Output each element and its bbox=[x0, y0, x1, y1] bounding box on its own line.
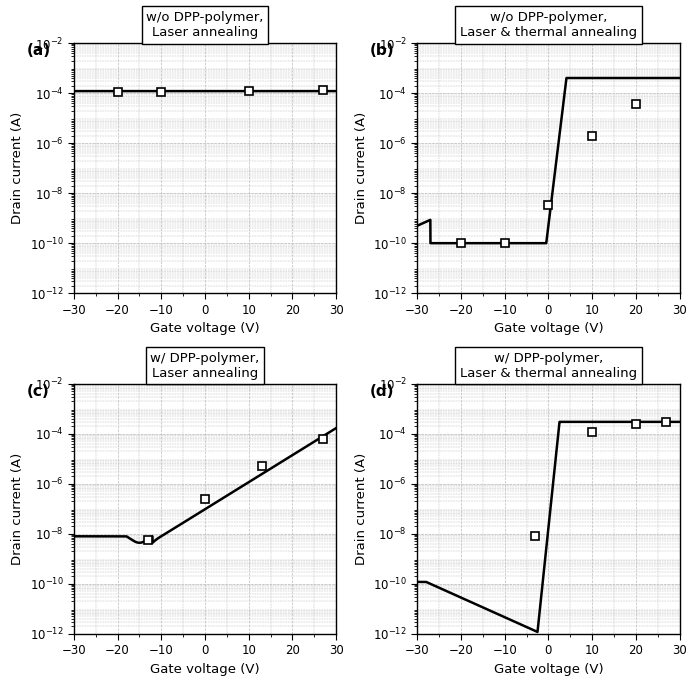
Text: (d): (d) bbox=[370, 384, 394, 398]
Y-axis label: Drain current (A): Drain current (A) bbox=[355, 453, 368, 565]
X-axis label: Gate voltage (V): Gate voltage (V) bbox=[150, 663, 260, 676]
Text: (c): (c) bbox=[27, 384, 50, 398]
Text: (b): (b) bbox=[370, 43, 395, 58]
Title: w/o DPP-polymer,
Laser annealing: w/o DPP-polymer, Laser annealing bbox=[147, 11, 264, 39]
Y-axis label: Drain current (A): Drain current (A) bbox=[355, 112, 368, 224]
X-axis label: Gate voltage (V): Gate voltage (V) bbox=[493, 322, 603, 335]
Title: w/ DPP-polymer,
Laser & thermal annealing: w/ DPP-polymer, Laser & thermal annealin… bbox=[460, 352, 637, 380]
Title: w/o DPP-polymer,
Laser & thermal annealing: w/o DPP-polymer, Laser & thermal anneali… bbox=[460, 11, 637, 39]
Title: w/ DPP-polymer,
Laser annealing: w/ DPP-polymer, Laser annealing bbox=[150, 352, 260, 380]
X-axis label: Gate voltage (V): Gate voltage (V) bbox=[493, 663, 603, 676]
Text: (a): (a) bbox=[27, 43, 51, 58]
Y-axis label: Drain current (A): Drain current (A) bbox=[11, 112, 24, 224]
X-axis label: Gate voltage (V): Gate voltage (V) bbox=[150, 322, 260, 335]
Y-axis label: Drain current (A): Drain current (A) bbox=[11, 453, 24, 565]
